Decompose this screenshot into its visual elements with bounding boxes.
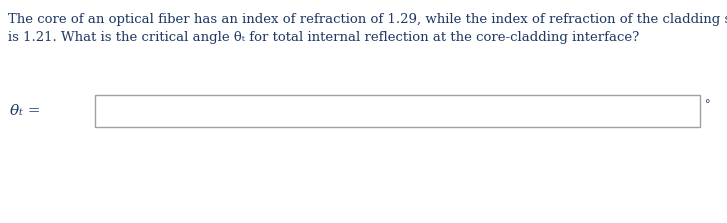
Text: The core of an optical fiber has an index of refraction of 1.29, while the index: The core of an optical fiber has an inde…	[8, 13, 727, 26]
Text: is 1.21. What is the critical angle θₜ for total internal reflection at the core: is 1.21. What is the critical angle θₜ f…	[8, 31, 639, 44]
Text: °: °	[705, 100, 710, 110]
Text: θₜ =: θₜ =	[10, 104, 41, 118]
Bar	[95, 95, 700, 127]
